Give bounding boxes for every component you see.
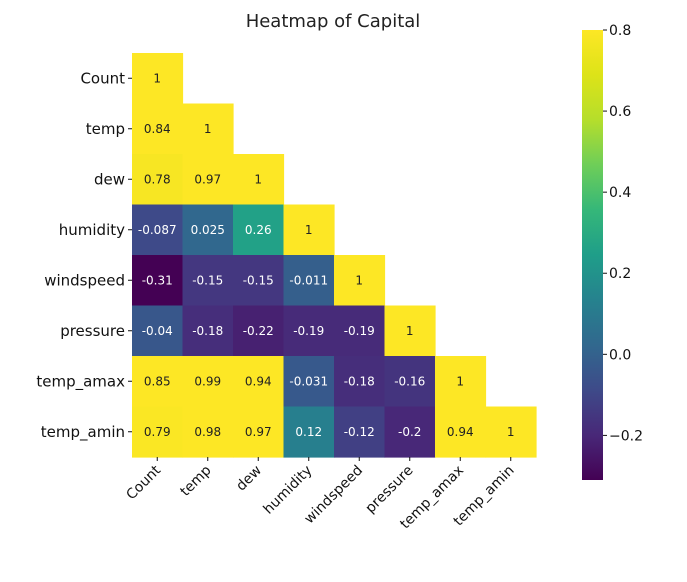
heatmap-cell: [132, 53, 184, 105]
chart-title: Heatmap of Capital: [246, 11, 421, 32]
cell-value-label: 0.79: [144, 425, 171, 439]
cell-value-label: -0.04: [142, 324, 173, 338]
cell-value-label: 1: [305, 223, 313, 237]
heatmap-cell: [132, 255, 184, 307]
row-labels: Count temp dew humidity windspeed pressure tem…: [36, 69, 132, 442]
row-label: temp: [86, 120, 125, 138]
heatmap-cell: [334, 406, 386, 458]
cell-value-label: 0.94: [447, 425, 474, 439]
cell-value-label: 1: [204, 122, 212, 136]
cell-value-label: 0.12: [295, 425, 322, 439]
cell-value-label: 0.85: [144, 374, 171, 388]
colorbar-tick-label: 0.0: [609, 347, 631, 363]
heatmap-cell: [132, 204, 184, 256]
row-label: temp_amin: [41, 423, 125, 442]
heatmap-cells: 1 0.84 1 0.78 0.97 1 -0.087 0.025 0.26 1 -0.31 -0.1…: [132, 53, 537, 458]
heatmap-cell: [182, 204, 234, 256]
cell-value-label: 0.98: [194, 425, 221, 439]
cell-value-label: -0.12: [344, 425, 375, 439]
heatmap-cell: [132, 406, 184, 458]
heatmap-cell: [233, 154, 285, 206]
cell-value-label: -0.2: [398, 425, 421, 439]
cell-value-label: -0.011: [289, 273, 328, 287]
row-label: dew: [94, 170, 125, 188]
heatmap-cell: [182, 406, 234, 458]
cell-value-label: 0.97: [245, 425, 272, 439]
colorbar-tick-label: 0.4: [609, 185, 631, 201]
heatmap-cell: [283, 305, 335, 357]
heatmap-cell: [334, 305, 386, 357]
heatmap-cell: [132, 305, 184, 357]
heatmap-cell: [233, 255, 285, 307]
cell-value-label: -0.031: [289, 374, 328, 388]
cell-value-label: 0.025: [191, 223, 225, 237]
cell-value-label: 1: [153, 71, 161, 85]
heatmap-cell: [485, 406, 537, 458]
row-label: temp_amax: [36, 372, 125, 391]
heatmap-cell: [182, 305, 234, 357]
cell-value-label: 0.97: [194, 172, 221, 186]
cell-value-label: 0.78: [144, 172, 171, 186]
heatmap-cell: [182, 103, 234, 155]
cell-value-label: -0.19: [344, 324, 375, 338]
cell-value-label: 1: [355, 273, 363, 287]
cell-value-label: 1: [456, 374, 464, 388]
heatmap-cell: [384, 305, 436, 357]
heatmap-cell: [233, 406, 285, 458]
cell-value-label: -0.18: [192, 324, 223, 338]
heatmap-cell: [283, 406, 335, 458]
heatmap-cell: [435, 406, 487, 458]
cell-value-label: 1: [507, 425, 515, 439]
row-label: Count: [80, 69, 125, 87]
heatmap-cell: [182, 154, 234, 206]
column-label: temp: [177, 462, 214, 499]
heatmap-cell: [132, 356, 184, 408]
row-label: pressure: [60, 322, 125, 340]
cell-value-label: 0.84: [144, 122, 171, 136]
colorbar-tick-label: 0.6: [609, 104, 631, 120]
cell-value-label: -0.087: [138, 223, 177, 237]
colorbar-gradient: [582, 30, 603, 480]
colorbar: 0.8 0.6 0.4 0.2 0.0 −0.2: [582, 23, 643, 480]
colorbar-tick-label: 0.2: [609, 266, 631, 282]
heatmap-cell: [283, 204, 335, 256]
heatmap-cell: [132, 103, 184, 155]
cell-value-label: 1: [254, 172, 262, 186]
heatmap-cell: [384, 356, 436, 408]
heatmap-cell: [384, 406, 436, 458]
column-labels: Count temp dewhumiditywindspeedpressuretem…: [123, 457, 518, 532]
heatmap-cell: [182, 356, 234, 408]
cell-value-label: -0.31: [142, 273, 173, 287]
cell-value-label: 0.99: [194, 374, 221, 388]
row-label: humidity: [59, 221, 125, 239]
cell-value-label: 1: [406, 324, 414, 338]
cell-value-label: 0.26: [245, 223, 272, 237]
cell-value-label: -0.15: [192, 273, 223, 287]
column-label: dew: [233, 463, 265, 495]
colorbar-tick-label: 0.8: [609, 23, 631, 39]
heatmap-cell: [233, 356, 285, 408]
row-label: windspeed: [44, 271, 125, 289]
colorbar-tick-label: −0.2: [609, 428, 643, 444]
cell-value-label: -0.22: [243, 324, 274, 338]
heatmap-cell: [233, 305, 285, 357]
heatmap-cell: [435, 356, 487, 408]
heatmap-cell: [334, 356, 386, 408]
heatmap-cell: [334, 255, 386, 307]
cell-value-label: 0.94: [245, 374, 272, 388]
heatmap-cell: [283, 255, 335, 307]
heatmap-cell: [283, 356, 335, 408]
heatmap-cell: [233, 204, 285, 256]
cell-value-label: -0.16: [394, 374, 425, 388]
cell-value-label: -0.19: [293, 324, 324, 338]
heatmap-cell: [182, 255, 234, 307]
cell-value-label: -0.18: [344, 374, 375, 388]
heatmap-cell: [132, 154, 184, 206]
cell-value-label: -0.15: [243, 273, 274, 287]
column-label: Count: [123, 462, 164, 503]
